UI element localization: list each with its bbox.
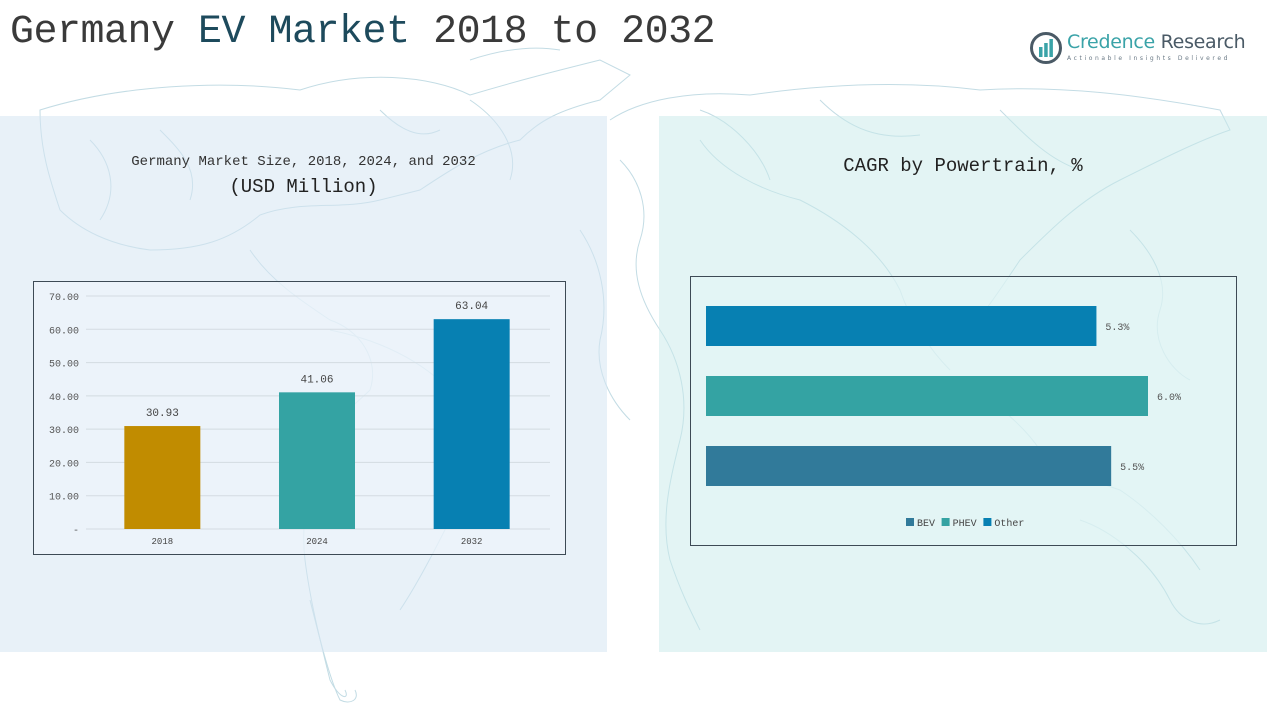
legend-swatch-phev xyxy=(941,518,950,526)
title-accent: EV Market xyxy=(198,10,410,55)
logo-wordmark: Credence Research xyxy=(1067,31,1246,53)
bar-other xyxy=(706,306,1097,346)
bar-value-label: 5.3% xyxy=(1105,323,1129,334)
bar-value-label: 6.0% xyxy=(1157,393,1181,404)
title-suffix: 2018 to 2032 xyxy=(409,10,716,55)
logo-name-primary: Credence xyxy=(1067,31,1155,53)
bar-2018 xyxy=(124,426,201,529)
cagr-chart-svg: 5.3% 6.0% 5.5% BEV PHEV Other xyxy=(706,306,1181,530)
x-tick-label: 2024 xyxy=(306,537,328,547)
x-tick-label: 2018 xyxy=(152,537,174,547)
y-tick-label: - xyxy=(73,526,79,537)
legend-label-other: Other xyxy=(994,518,1024,530)
legend-label-phev: PHEV xyxy=(953,519,977,530)
market-size-chart-title: Germany Market Size, 2018, 2024, and 203… xyxy=(131,154,476,170)
y-tick-label: 30.00 xyxy=(49,426,79,437)
market-size-chart: - 10.00 20.00 30.00 40.00 50.00 60.00 70.00 30.9… xyxy=(33,281,566,555)
legend-label-bev: BEV xyxy=(917,519,935,530)
title-prefix: Germany xyxy=(10,10,199,55)
y-tick-label: 10.00 xyxy=(49,493,79,504)
y-tick-label: 20.00 xyxy=(49,459,79,470)
cagr-chart-title: CAGR by Powertrain, % xyxy=(843,155,1083,177)
bar-phev xyxy=(706,376,1148,416)
y-tick-label: 60.00 xyxy=(49,326,79,337)
credence-research-logo: Credence Research Actionable Insights De… xyxy=(1030,30,1246,66)
bar-value-label: 63.04 xyxy=(455,301,488,313)
bar-value-label: 41.06 xyxy=(300,374,333,386)
bar-chart-logo-icon xyxy=(1030,32,1062,64)
bar-value-label: 5.5% xyxy=(1120,463,1144,474)
legend-swatch-other xyxy=(983,518,992,526)
y-tick-label: 40.00 xyxy=(49,393,79,404)
y-tick-label: 70.00 xyxy=(49,293,79,304)
market-size-chart-unit: (USD Million) xyxy=(229,176,378,198)
logo-name-secondary: Research xyxy=(1154,31,1246,53)
logo-tagline: Actionable Insights Delivered xyxy=(1067,55,1231,62)
bar-value-label: 30.93 xyxy=(146,408,179,420)
cagr-chart: 5.3% 6.0% 5.5% BEV PHEV Other xyxy=(690,276,1237,546)
y-tick-label: 50.00 xyxy=(49,360,79,371)
x-tick-label: 2032 xyxy=(461,537,483,547)
bar-bev xyxy=(706,446,1112,486)
bar-2024 xyxy=(279,392,355,529)
legend-swatch-bev xyxy=(906,518,914,526)
page-title: Germany EV Market 2018 to 2032 xyxy=(10,10,716,55)
market-size-chart-svg: - 10.00 20.00 30.00 40.00 50.00 60.00 70.00 30.9… xyxy=(49,293,550,547)
bar-2032 xyxy=(433,319,510,529)
